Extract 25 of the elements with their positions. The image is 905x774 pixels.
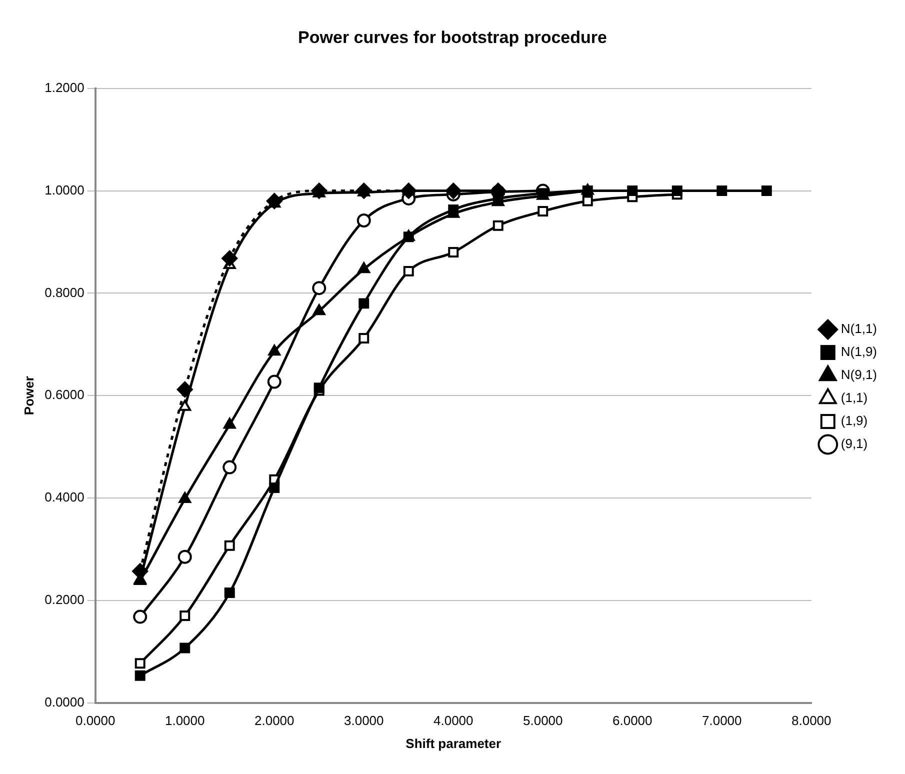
legend-label: (1,1) — [840, 390, 868, 406]
y-tick-label: 0.8000 — [44, 284, 84, 300]
x-tick-label: 3.0000 — [344, 713, 384, 728]
x-tick-label: 1.0000 — [164, 713, 205, 728]
chart-title: Power curves for bootstrap procedure — [298, 28, 607, 47]
y-tick-label: 0.4000 — [44, 490, 84, 505]
x-tick-label: 6.0000 — [612, 713, 652, 728]
y-tick-label: 0.6000 — [44, 387, 84, 402]
y-tick-label: 1.0000 — [44, 182, 84, 198]
legend-label: (9,1) — [840, 436, 868, 452]
x-tick-label: 0.0000 — [75, 713, 116, 728]
y-tick-label: 1.2000 — [44, 80, 84, 95]
x-tick-label: 4.0000 — [433, 713, 474, 728]
y-tick-label: 0.2000 — [44, 592, 84, 607]
y-tick-label: 0.0000 — [44, 694, 84, 710]
legend-label: (1,9) — [840, 413, 868, 428]
x-tick-label: 2.0000 — [254, 713, 294, 728]
legend-label: N(1,1) — [840, 321, 878, 336]
x-tick-label: 8.0000 — [792, 713, 832, 728]
y-axis-title: Power — [21, 376, 36, 416]
x-tick-label: 7.0000 — [702, 713, 742, 728]
legend-label: N(9,1) — [840, 367, 878, 382]
legend-label: N(1,9) — [840, 344, 878, 360]
x-tick-label: 5.0000 — [522, 713, 563, 728]
x-axis-title: Shift parameter — [406, 736, 502, 751]
